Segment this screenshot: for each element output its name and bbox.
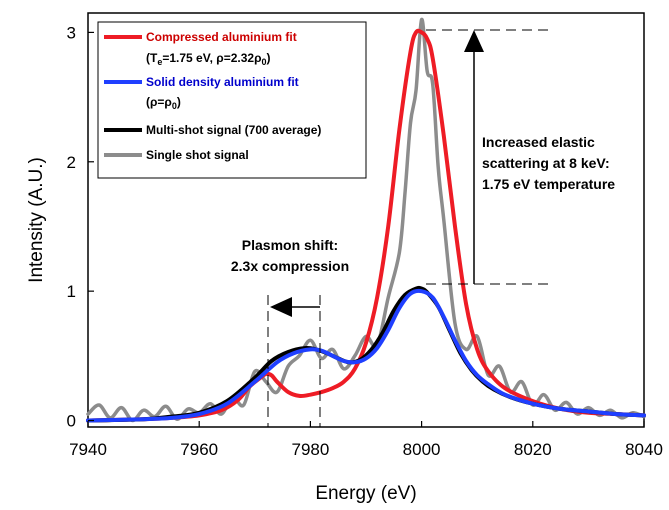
x-tick-label: 7980: [291, 440, 329, 459]
legend-box: [97, 21, 367, 179]
legend-label-solid: Solid density aluminium fit: [146, 75, 299, 89]
elastic-annotation-line1: Increased elastic: [482, 134, 595, 150]
annotation-guides: [267, 29, 553, 427]
series-layer: [86, 17, 646, 423]
legend-label-compressed: Compressed aluminium fit: [146, 30, 297, 44]
legend-params-compressed: (Te=1.75 eV, ρ=2.32ρ0): [146, 51, 271, 67]
x-tick-label: 8020: [514, 440, 552, 459]
plasmon-annotation-line2: 2.3x compression: [231, 258, 349, 274]
y-axis-title: Intensity (A.U.): [26, 157, 47, 283]
legend-label-multi: Multi-shot signal (700 average): [146, 123, 321, 137]
plasmon-arrow-head: [270, 297, 292, 317]
ticks-layer: 7940 7960 7980 8000 8020 8040 0 1 2 3: [67, 23, 663, 459]
elastic-arrow-head: [464, 30, 484, 52]
legend-label-single: Single shot signal: [146, 148, 249, 162]
x-axis-title: Energy (eV): [315, 483, 416, 504]
x-tick-label: 8040: [625, 440, 663, 459]
elastic-annotation-line2: scattering at 8 keV:: [482, 155, 610, 171]
plasmon-annotation-line1: Plasmon shift:: [242, 237, 338, 253]
series-solid-density-fit-line: [86, 288, 646, 423]
y-tick-label: 0: [67, 412, 76, 431]
elastic-annotation-line3: 1.75 eV temperature: [482, 176, 615, 192]
y-tick-label: 2: [67, 153, 76, 172]
y-tick-label: 1: [67, 282, 76, 301]
y-tick-label: 3: [67, 23, 76, 42]
x-tick-label: 7940: [69, 440, 107, 459]
x-tick-label: 7960: [180, 440, 218, 459]
series-single-shot-line: [86, 17, 646, 423]
x-tick-label: 8000: [403, 440, 441, 459]
legend: Compressed aluminium fit (Te=1.75 eV, ρ=…: [97, 21, 367, 179]
